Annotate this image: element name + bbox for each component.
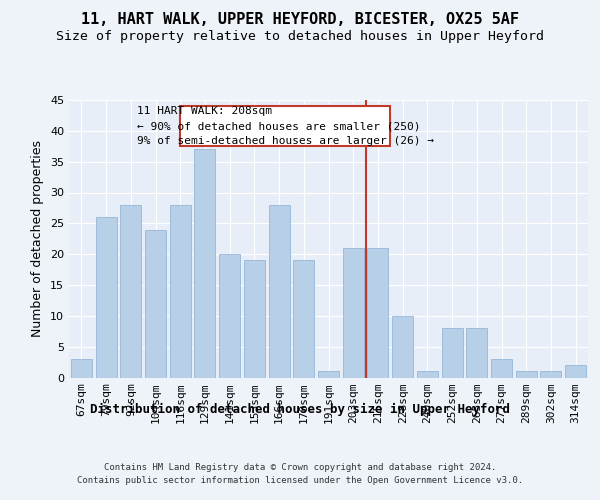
Text: Distribution of detached houses by size in Upper Heyford: Distribution of detached houses by size … (90, 402, 510, 415)
Bar (343, 248, 364, 378)
Bar (269, 205, 290, 378)
Text: Contains public sector information licensed under the Open Government Licence v3: Contains public sector information licen… (77, 476, 523, 485)
Bar (219, 254, 240, 378)
Bar (293, 260, 314, 378)
Text: Size of property relative to detached houses in Upper Heyford: Size of property relative to detached ho… (56, 30, 544, 43)
Text: Contains HM Land Registry data © Crown copyright and database right 2024.: Contains HM Land Registry data © Crown c… (104, 462, 496, 471)
Bar (565, 365, 586, 378)
Bar (541, 372, 562, 378)
Bar (145, 230, 166, 378)
Bar (318, 372, 339, 378)
Bar (95, 217, 116, 378)
Bar (516, 372, 537, 378)
FancyBboxPatch shape (180, 106, 390, 146)
Text: 11, HART WALK, UPPER HEYFORD, BICESTER, OX25 5AF: 11, HART WALK, UPPER HEYFORD, BICESTER, … (81, 12, 519, 28)
Bar (120, 205, 141, 378)
Bar (392, 316, 413, 378)
Bar (442, 328, 463, 378)
Bar (194, 150, 215, 378)
Y-axis label: Number of detached properties: Number of detached properties (31, 140, 44, 337)
Bar (417, 372, 438, 378)
Bar (491, 359, 512, 378)
Bar (367, 248, 388, 378)
Text: 11 HART WALK: 208sqm
← 90% of detached houses are smaller (250)
9% of semi-detac: 11 HART WALK: 208sqm ← 90% of detached h… (137, 106, 434, 146)
Bar (170, 205, 191, 378)
Bar (244, 260, 265, 378)
Bar (71, 359, 92, 378)
Bar (466, 328, 487, 378)
